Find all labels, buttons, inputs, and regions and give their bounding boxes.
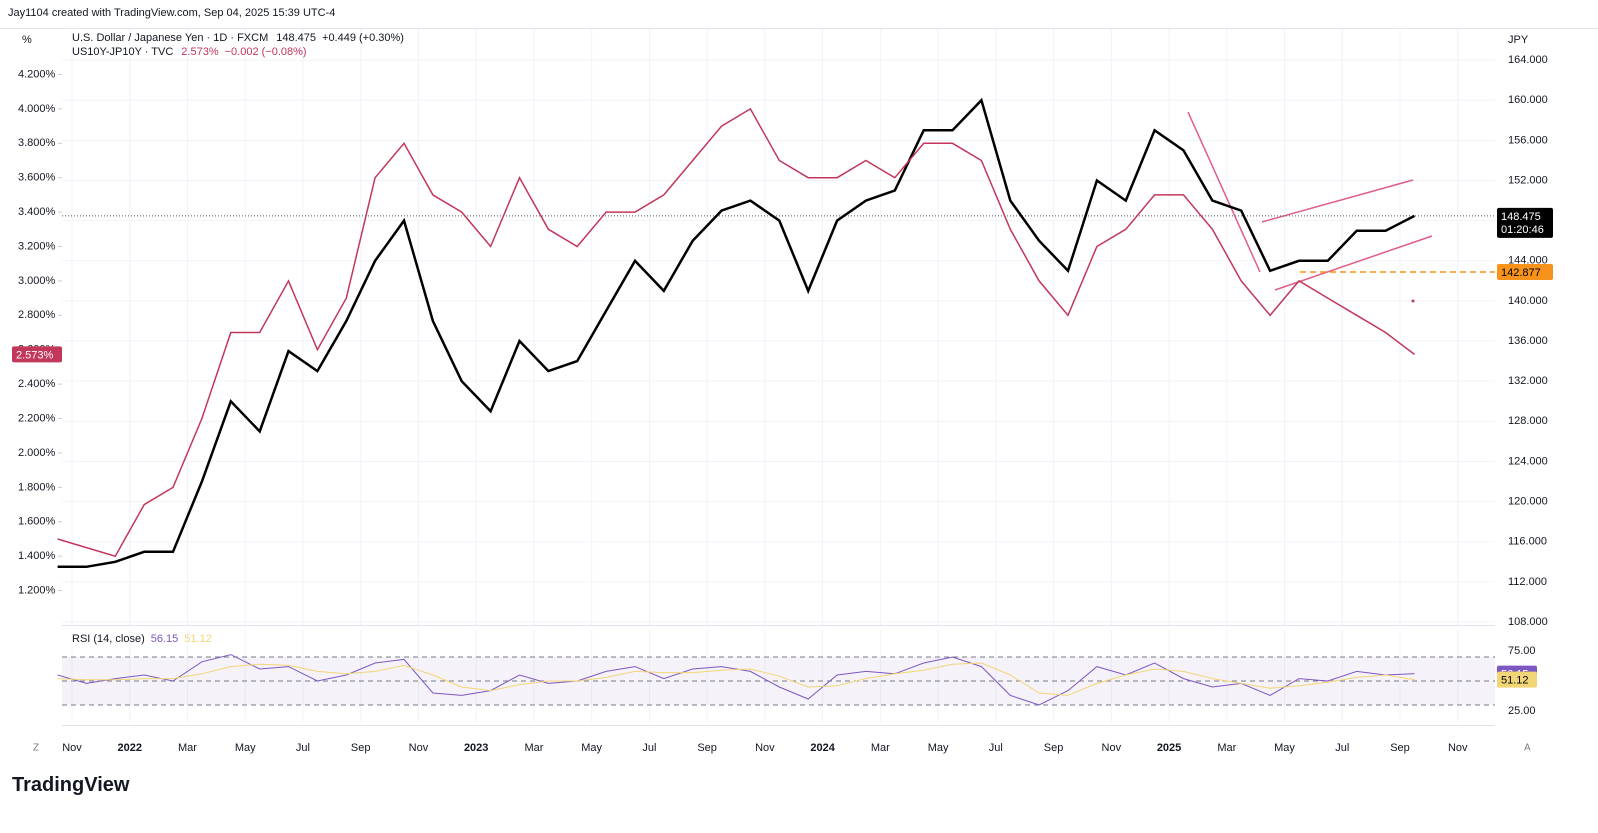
header-text: Jay1104 created with TradingView.com, Se…: [8, 7, 335, 19]
y2-tick-label: 116.000: [1508, 536, 1547, 548]
price-line-tag: 142.877: [1501, 267, 1541, 279]
y2-tick-label: 108.000: [1508, 616, 1548, 628]
y2-tick-label: 124.000: [1508, 455, 1548, 467]
y-tick-label: 1.400%: [18, 550, 56, 562]
y-tick-label: 3.400%: [18, 206, 56, 218]
y-tick-label: 2.200%: [18, 412, 56, 424]
series-line: [57, 107, 1415, 558]
spread-tag-bg: [12, 346, 62, 363]
y-tick-label: 3.000%: [18, 275, 56, 287]
grid: [62, 28, 1495, 722]
marker: [1411, 299, 1415, 303]
rsi-tick-label: 25.00: [1508, 705, 1536, 717]
x-tick-label: Nov: [755, 742, 775, 754]
y2-tick-label: 140.000: [1508, 295, 1548, 307]
rsi-legend: RSI (14, close) 56.15 51.12: [72, 633, 212, 645]
y-tick-label: 3.800%: [18, 137, 56, 149]
x-tick-label: 2024: [810, 742, 835, 754]
legend-entry: US10Y-JP10Y · TVC 2.573% −0.002 (−0.08%): [72, 46, 307, 58]
y2-tick-label: 160.000: [1508, 94, 1548, 106]
legend-value: 2.573%: [181, 46, 219, 58]
divider: [62, 725, 1495, 726]
countdown: 01:20:46: [1501, 224, 1544, 236]
x-tick-label: May: [1274, 742, 1295, 754]
legend-entry: U.S. Dollar / Japanese Yen · 1D · FXCM 14…: [72, 32, 404, 44]
y2-tick-label: 144.000: [1508, 255, 1548, 267]
x-tick-label: Mar: [178, 742, 197, 754]
x-tick-label: Sep: [697, 742, 717, 754]
trend-lines: [1187, 111, 1433, 291]
corner-left[interactable]: Z: [33, 743, 39, 754]
y-tick-label: 3.200%: [18, 240, 56, 252]
rsi-legend-value: 51.12: [184, 633, 212, 645]
x-tick-label: Sep: [1390, 742, 1410, 754]
divider: [0, 28, 1598, 29]
y-unit: %: [22, 34, 32, 46]
x-tick-label: Mar: [524, 742, 543, 754]
corner-right[interactable]: A: [1524, 743, 1531, 754]
brand: TradingView: [12, 774, 130, 796]
y2-tick-label: 156.000: [1508, 134, 1548, 146]
x-tick-label: May: [928, 742, 949, 754]
price-line-tag-bg: [1497, 264, 1553, 281]
y2-tick-label: 120.000: [1508, 495, 1548, 507]
x-tick-label: 2022: [117, 742, 141, 754]
y-tick-label: 1.600%: [18, 516, 56, 528]
price-tag-bg: [1497, 207, 1553, 238]
y-tick-label: 2.400%: [18, 378, 56, 390]
spread-tag: 2.573%: [16, 349, 54, 361]
series-line: [57, 662, 1415, 696]
x-tick-label: May: [235, 742, 256, 754]
x-tick-label: Nov: [1102, 742, 1122, 754]
price-tag: 148.475: [1501, 211, 1541, 223]
x-tick-label: Nov: [62, 742, 82, 754]
y2-tick-label: 132.000: [1508, 375, 1548, 387]
y2-tick-label: 128.000: [1508, 415, 1548, 427]
y2-tick-label: 136.000: [1508, 335, 1548, 347]
y2-tick-label: 152.000: [1508, 174, 1548, 186]
rsi-legend-value: 56.15: [151, 633, 179, 645]
x-tick-label: May: [581, 742, 602, 754]
x-tick-label: Jul: [296, 742, 310, 754]
y-tick-label: 1.800%: [18, 481, 56, 493]
x-tick-label: Mar: [1217, 742, 1236, 754]
x-tick-label: Nov: [1448, 742, 1468, 754]
x-tick-label: Jul: [989, 742, 1003, 754]
trend-line: [1274, 235, 1433, 291]
rsi-tag-bg: [1497, 671, 1537, 688]
legend-name: U.S. Dollar / Japanese Yen · 1D · FXCM: [72, 32, 268, 44]
y2-tick-label: 112.000: [1508, 576, 1547, 588]
legend-value: 148.475: [276, 32, 316, 44]
y-tick-label: 3.600%: [18, 172, 56, 184]
x-tick-label: Sep: [351, 742, 371, 754]
y-tick-label: 2.800%: [18, 309, 56, 321]
y-tick-label: 4.000%: [18, 103, 56, 115]
y2-unit: JPY: [1508, 34, 1529, 46]
y-tick-label: 2.000%: [18, 447, 56, 459]
y-tick-label: 1.200%: [18, 584, 56, 596]
x-tick-label: Mar: [871, 742, 890, 754]
y2-tick-label: 164.000: [1508, 54, 1548, 66]
rsi-title: RSI (14, close): [72, 633, 145, 645]
legend-change: +0.449 (+0.30%): [322, 32, 404, 44]
x-tick-label: 2025: [1157, 742, 1181, 754]
rsi-tick-label: 75.00: [1508, 645, 1536, 657]
trend-line: [1187, 111, 1261, 273]
legend-name: US10Y-JP10Y · TVC: [72, 46, 173, 58]
series-line: [57, 654, 1415, 706]
x-tick-label: Jul: [642, 742, 656, 754]
series-line: [57, 97, 1416, 569]
x-tick-label: 2023: [464, 742, 488, 754]
x-tick-label: Sep: [1044, 742, 1064, 754]
y-tick-label: 4.200%: [18, 68, 56, 80]
x-tick-label: Nov: [409, 742, 429, 754]
legend-change: −0.002 (−0.08%): [225, 46, 307, 58]
divider: [62, 625, 1495, 626]
trend-line: [1261, 179, 1414, 223]
rsi-tag: 51.12: [1501, 675, 1529, 687]
x-tick-label: Jul: [1335, 742, 1349, 754]
brand-text: TradingView: [12, 774, 130, 796]
